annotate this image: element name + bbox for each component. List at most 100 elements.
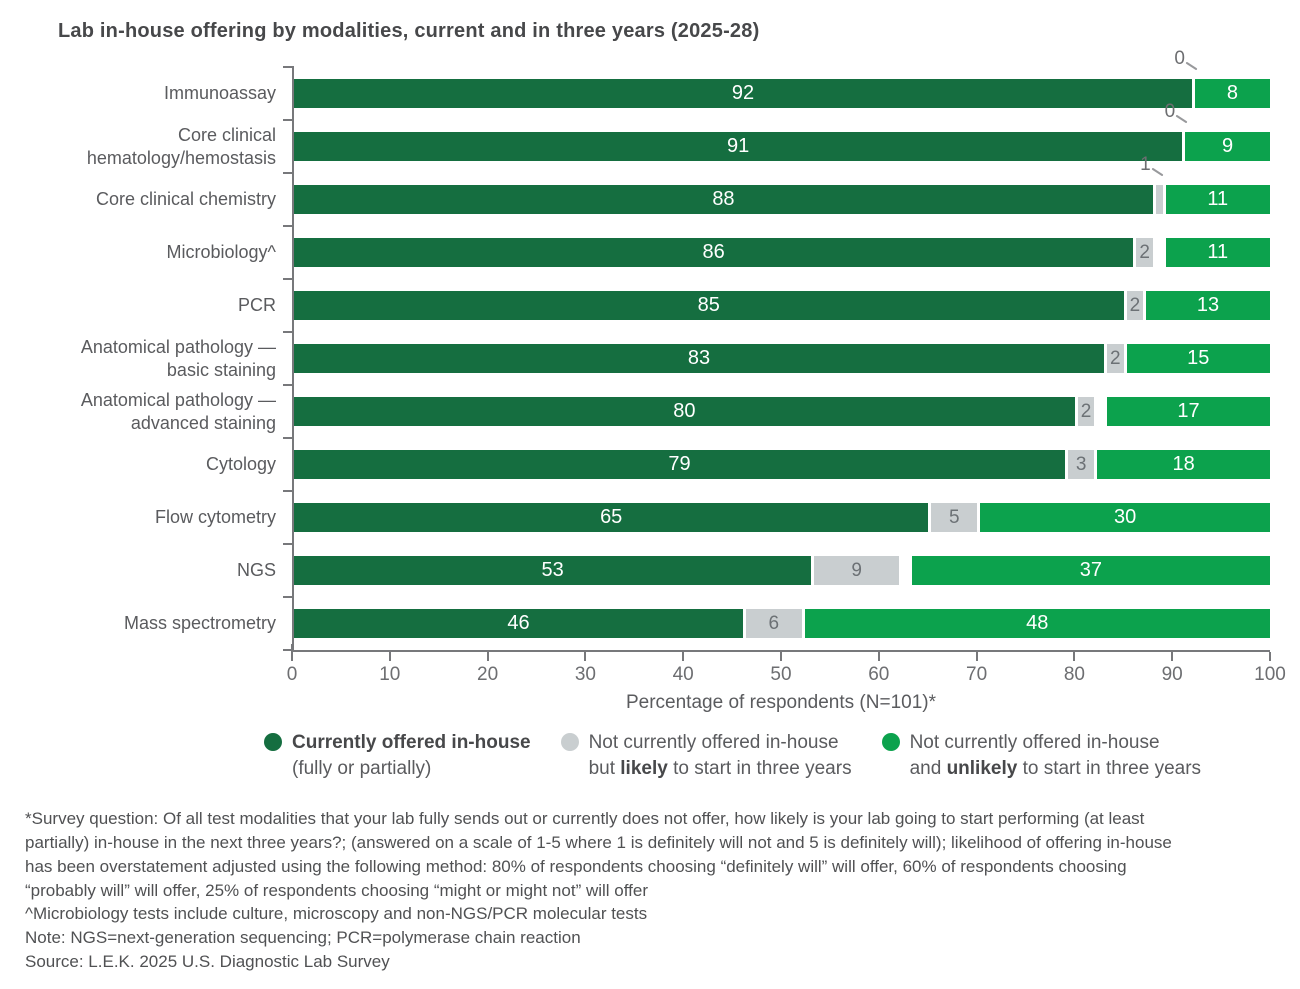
segment-unlikely: 11 <box>1162 185 1270 214</box>
bar-row: 92 8 0 <box>294 48 1270 120</box>
chart-title: Lab in-house offering by modalities, cur… <box>58 20 760 42</box>
footnote-source: Source: L.E.K. 2025 U.S. Diagnostic Lab … <box>25 952 390 972</box>
bar-row: 86 2 11 <box>294 226 1270 279</box>
segment-value: 15 <box>1187 347 1210 369</box>
segment-unlikely: 37 <box>908 556 1270 585</box>
category-label: Cytology <box>205 454 276 475</box>
category-label: Microbiology^ <box>166 242 277 263</box>
legend-item: Currently offered in-house (fully or part… <box>264 730 531 781</box>
bar-row: 79 3 18 <box>294 438 1270 491</box>
y-axis-tick <box>283 278 294 280</box>
x-axis-tick <box>388 652 391 661</box>
x-axis-tick-label: 60 <box>868 664 890 685</box>
legend-label: Not currently offered in-house but likely… <box>588 732 852 779</box>
bar-row: 88 11 1 <box>294 154 1270 226</box>
x-axis-tick-label: 40 <box>672 664 694 685</box>
segment-value: 13 <box>1196 294 1220 316</box>
category-label: Anatomical pathology — advanced staining <box>80 390 276 433</box>
y-axis-tick <box>283 119 294 121</box>
y-axis-tick <box>283 172 294 174</box>
x-axis-tick-label: 10 <box>379 664 401 685</box>
segment-current: 79 <box>294 450 1066 479</box>
plot-area: 92 8 0 91 9 0 88 11 1 86 2 11 85 2 13 83 2 15 80 2 17 79 3 18 65… <box>283 48 1270 651</box>
legend-item: Not currently offered in-house but likely… <box>560 730 852 781</box>
segment-value: 85 <box>697 294 720 316</box>
segment-value: 8 <box>1226 82 1238 104</box>
legend-label: Not currently offered in-house and unlike… <box>909 732 1202 779</box>
legend-dot <box>264 733 282 751</box>
x-axis-tick <box>584 652 587 661</box>
segment-current: 65 <box>294 503 929 532</box>
legend-dot <box>881 733 900 751</box>
segment-value: 53 <box>541 559 564 581</box>
segment-current: 88 <box>294 185 1153 214</box>
category-label: Immunoassay <box>163 83 276 104</box>
segment-value: 37 <box>1079 559 1103 581</box>
segment-value: 92 <box>731 82 755 104</box>
segment-value: 11 <box>1207 241 1229 263</box>
segment-value: 2 <box>1110 347 1121 369</box>
x-axis-tick <box>1171 652 1174 661</box>
y-axis-tick <box>283 490 294 492</box>
segment-value: 6 <box>768 612 780 634</box>
category-labels-column: Immunoassay Core clinical hematology/hemo… <box>58 67 292 714</box>
segment-current: 86 <box>294 238 1134 267</box>
segment-value: 48 <box>1026 612 1049 634</box>
segment-current: 83 <box>294 344 1105 373</box>
x-axis-label: Percentage of respondents (N=101)* <box>625 692 936 713</box>
category-label: Core clinical chemistry <box>95 189 276 210</box>
segment-likely <box>1152 185 1163 214</box>
segment-likely: 6 <box>742 609 802 638</box>
segment-value: 2 <box>1080 400 1092 422</box>
segment-value: 9 <box>851 559 862 581</box>
x-axis-tick <box>1269 652 1271 661</box>
segment-current: 91 <box>294 132 1183 161</box>
x-axis-tick-label: 30 <box>574 664 596 685</box>
x-axis-tick-label: 80 <box>1063 664 1085 685</box>
footnote-survey-question: *Survey question: Of all test modalities… <box>25 809 1172 900</box>
segment-current: 80 <box>294 397 1075 426</box>
segment-unlikely: 18 <box>1094 450 1270 479</box>
y-axis-tick <box>283 543 294 545</box>
category-label: PCR <box>237 295 276 316</box>
segment-value: 79 <box>668 453 691 475</box>
segment-unlikely: 15 <box>1123 344 1270 373</box>
segment-current: 85 <box>294 291 1124 320</box>
x-axis-tick-label: 90 <box>1161 664 1183 685</box>
bar-row: 53 9 37 <box>294 544 1270 597</box>
category-label: Mass spectrometry <box>123 613 276 634</box>
x-axis-tick <box>975 652 978 661</box>
y-axis-tick <box>283 596 294 598</box>
segment-value: 2 <box>1129 294 1141 316</box>
plot-column: 92 8 0 91 9 0 88 11 1 86 2 11 85 2 13 83 2 15 80 2 17 79 3 18 65… <box>283 48 1286 714</box>
segment-value: 18 <box>1172 453 1195 475</box>
category-label: NGS <box>236 560 276 581</box>
x-axis-tick <box>780 652 782 661</box>
segment-value: 30 <box>1113 506 1137 528</box>
legend-dot <box>560 733 579 751</box>
footnote-note: Note: NGS=next-generation sequencing; PC… <box>25 928 581 948</box>
segment-likely: 5 <box>928 503 978 532</box>
segment-unlikely: 13 <box>1143 291 1270 320</box>
segment-value: 46 <box>507 612 530 634</box>
segment-likely: 3 <box>1065 450 1095 479</box>
segment-value: 9 <box>1222 135 1234 157</box>
category-label: Core clinical hematology/hemostasis <box>86 125 276 168</box>
segment-likely: 2 <box>1123 291 1144 320</box>
segment-current: 53 <box>294 556 812 585</box>
category-label: Anatomical pathology — basic staining <box>80 337 276 380</box>
segment-value: 5 <box>949 506 960 528</box>
category-label: Flow cytometry <box>154 507 276 528</box>
x-axis: 0 10 20 30 40 50 60 70 80 90 100 <box>287 644 1286 688</box>
segment-value: 11 <box>1207 188 1229 210</box>
footnotes: *Survey question: Of all test modalities… <box>25 807 1200 974</box>
segment-unlikely: 8 <box>1191 79 1270 108</box>
segment-value: 88 <box>712 188 735 210</box>
bar-row: 80 2 17 <box>294 385 1270 438</box>
segment-unlikely: 48 <box>801 609 1270 638</box>
legend: Currently offered in-house (fully or part… <box>264 730 1280 781</box>
segment-value: 2 <box>1139 241 1150 263</box>
segment-unlikely: 11 <box>1162 238 1270 267</box>
segment-likely: 9 <box>811 556 900 585</box>
